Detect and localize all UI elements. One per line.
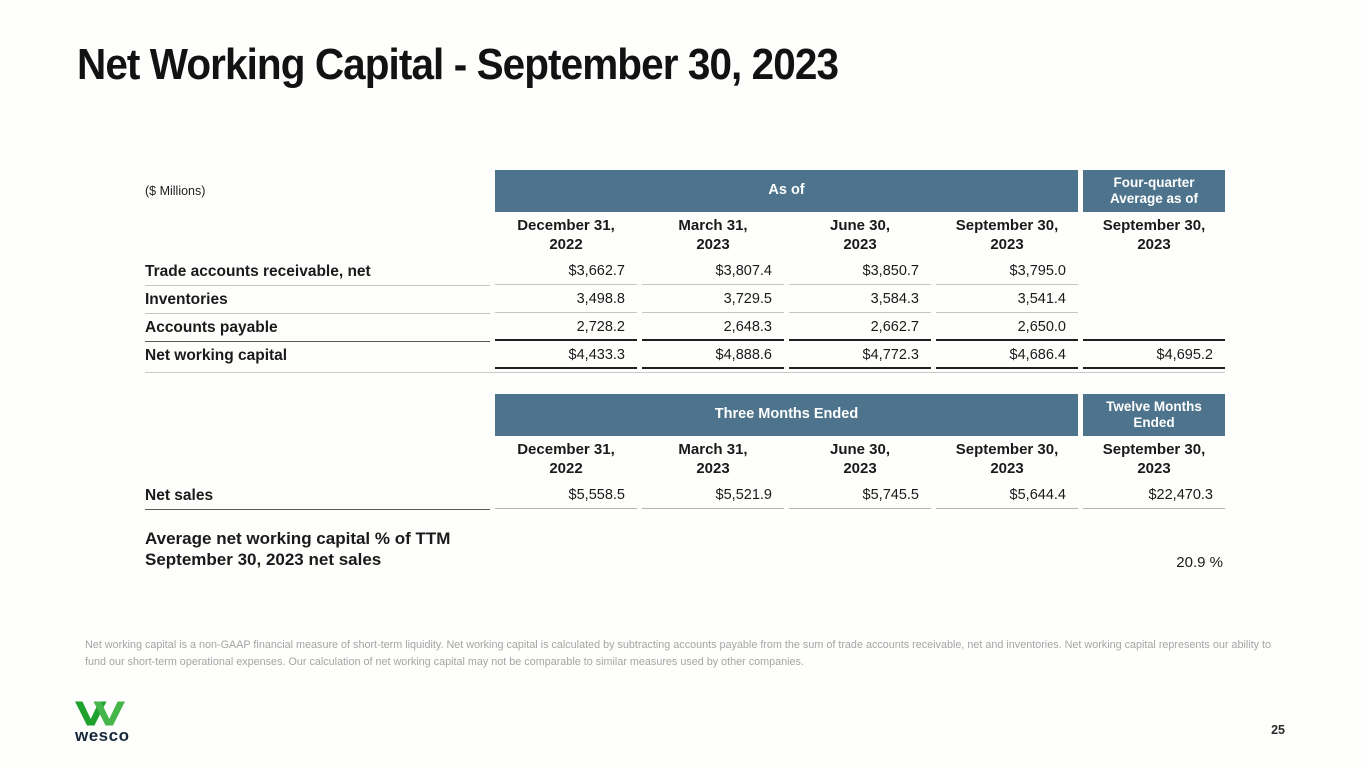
summary-label: Average net working capital % of TTM Sep… bbox=[145, 529, 451, 570]
cell-value: $5,745.5 bbox=[789, 482, 931, 509]
units-label: ($ Millions) bbox=[145, 184, 206, 198]
wesco-logo-text: wesco bbox=[75, 726, 130, 745]
wesco-logo: wesco bbox=[75, 700, 135, 744]
cell-value: 3,498.8 bbox=[495, 286, 637, 313]
cell-value: $4,686.4 bbox=[936, 342, 1078, 369]
cell-value bbox=[1083, 258, 1225, 285]
column-header: March 31, 2023 bbox=[678, 217, 748, 253]
column-header: September 30, 2023 bbox=[955, 217, 1059, 253]
row-label: Inventories bbox=[145, 286, 490, 314]
page-title: Net Working Capital - September 30, 2023 bbox=[77, 40, 839, 89]
cell-value: $3,662.7 bbox=[495, 258, 637, 285]
cell-value: $22,470.3 bbox=[1083, 482, 1225, 509]
double-underline bbox=[145, 369, 1225, 373]
row-label: Accounts payable bbox=[145, 314, 490, 342]
spacer-cell bbox=[145, 436, 490, 482]
cell-value: $5,644.4 bbox=[936, 482, 1078, 509]
column-header: December 31, 2022 bbox=[517, 217, 615, 253]
non-gaap-footnote: Net working capital is a non-GAAP financ… bbox=[85, 639, 1272, 668]
column-header: September 30, 2023 bbox=[1102, 441, 1206, 477]
cell-value: $3,795.0 bbox=[936, 258, 1078, 285]
cell-value: 2,728.2 bbox=[495, 314, 637, 341]
column-header: September 30, 2023 bbox=[955, 441, 1059, 477]
column-header: June 30, 2023 bbox=[829, 217, 891, 253]
cell-value bbox=[1083, 286, 1225, 313]
cell-value bbox=[1083, 314, 1225, 341]
spacer-cell bbox=[145, 394, 490, 436]
four-quarter-average-band-header: Four-quarter Average as of bbox=[1083, 170, 1225, 212]
row-label: Net sales bbox=[145, 482, 490, 510]
column-header: September 30, 2023 bbox=[1102, 217, 1206, 253]
page-number: 25 bbox=[1271, 723, 1285, 737]
cell-value: 2,648.3 bbox=[642, 314, 784, 341]
cell-value: 2,650.0 bbox=[936, 314, 1078, 341]
cell-value: $4,433.3 bbox=[495, 342, 637, 369]
cell-value: 3,541.4 bbox=[936, 286, 1078, 313]
net-sales-table: Three Months Ended Twelve Months Ended D… bbox=[145, 394, 1225, 510]
summary-value: 20.9 % bbox=[1176, 553, 1223, 571]
cell-value: $4,695.2 bbox=[1083, 342, 1225, 369]
cell-value: $3,850.7 bbox=[789, 258, 931, 285]
cell-value: $4,888.6 bbox=[642, 342, 784, 369]
net-working-capital-table: ($ Millions) As of Four-quarter Average … bbox=[145, 170, 1225, 373]
column-header: June 30, 2023 bbox=[829, 441, 891, 477]
three-months-ended-band-header: Three Months Ended bbox=[495, 394, 1078, 436]
wesco-w-icon bbox=[75, 701, 125, 726]
average-nwc-summary: Average net working capital % of TTM Sep… bbox=[145, 528, 1225, 571]
cell-value: $5,521.9 bbox=[642, 482, 784, 509]
cell-value: 2,662.7 bbox=[789, 314, 931, 341]
cell-value: $3,807.4 bbox=[642, 258, 784, 285]
as-of-band-header: As of bbox=[495, 170, 1078, 212]
cell-value: $4,772.3 bbox=[789, 342, 931, 369]
twelve-months-ended-band-header: Twelve Months Ended bbox=[1083, 394, 1225, 436]
cell-value: 3,729.5 bbox=[642, 286, 784, 313]
cell-value: 3,584.3 bbox=[789, 286, 931, 313]
column-header: March 31, 2023 bbox=[678, 441, 748, 477]
row-label: Net working capital bbox=[145, 347, 288, 364]
row-label: Trade accounts receivable, net bbox=[145, 258, 490, 286]
column-header: December 31, 2022 bbox=[517, 441, 615, 477]
spacer-cell bbox=[145, 212, 490, 258]
cell-value: $5,558.5 bbox=[495, 482, 637, 509]
